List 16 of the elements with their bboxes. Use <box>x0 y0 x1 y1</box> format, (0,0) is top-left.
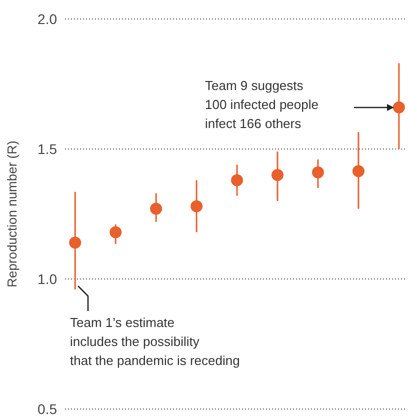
point <box>392 101 405 114</box>
point <box>150 202 162 215</box>
y-tick-label: 0.5 <box>38 400 58 417</box>
y-tick-label: 1.0 <box>38 270 58 287</box>
point <box>69 236 82 249</box>
point <box>190 200 203 212</box>
y-tick-label: 2.0 <box>38 10 58 27</box>
y-axis-title: Reproduction number (R) <box>4 140 20 288</box>
annotation: Team 1’s estimate includes the possibility that the pandemic is receding <box>70 314 240 370</box>
point <box>110 226 122 238</box>
point <box>231 174 244 186</box>
y-tick-label: 1.5 <box>38 140 58 157</box>
point <box>352 165 364 178</box>
point <box>312 166 324 178</box>
point <box>272 169 284 181</box>
annotation: Team 9 suggests 100 infected people infect 166 others <box>205 77 318 133</box>
